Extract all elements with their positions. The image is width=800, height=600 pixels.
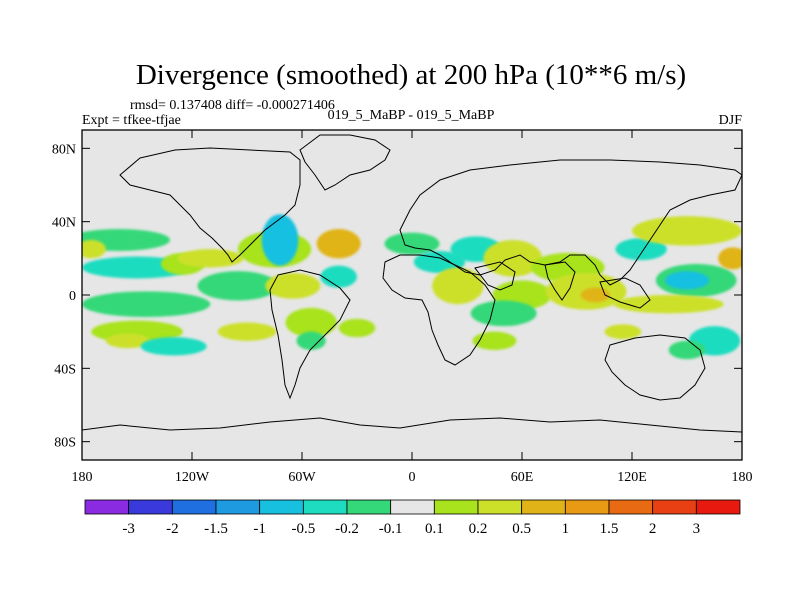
colorbar-box-14: [695, 499, 741, 515]
colorbar-box-0: [84, 499, 130, 515]
field-patch-33: [665, 271, 709, 290]
chart-title: Divergence (smoothed) at 200 hPa (10**6 …: [136, 59, 686, 91]
colorbar-box-11: [564, 499, 610, 515]
field-patch-21: [432, 267, 484, 305]
field-patch-15: [217, 322, 277, 341]
colorbar-label-7: 0.1: [425, 521, 444, 537]
map-background: [82, 130, 742, 460]
coastline-north-america: [119, 147, 301, 263]
field-patch-16: [316, 229, 361, 259]
field-patch-19: [384, 232, 440, 255]
field-patch-7: [140, 337, 207, 356]
colorbar-box-8: [433, 499, 479, 515]
field-patch-4: [82, 291, 211, 317]
stats-label: rmsd= 0.137408 diff= -0.000271406: [130, 98, 335, 113]
y-tick-label-4: 80S: [54, 436, 76, 451]
colorbar-box-2: [171, 499, 217, 515]
coastline-australia: [604, 334, 706, 401]
colorbar-label-10: 1: [562, 521, 570, 537]
field-patch-37: [604, 324, 642, 339]
coastline-greenland: [299, 134, 391, 191]
field-patch-13: [285, 307, 337, 338]
field-patch-11: [261, 214, 299, 266]
coastline-arabia: [474, 261, 516, 291]
x-tick-label-2: 60W: [288, 470, 316, 485]
colorbar-box-10: [521, 499, 566, 515]
field-patch-29: [580, 287, 610, 303]
coastline-eurasia: [399, 159, 742, 286]
coastline-india: [544, 261, 576, 301]
colorbar-label-4: -0.5: [291, 521, 315, 537]
y-tick-label-3: 40S: [54, 362, 76, 377]
colorbar-label-5: -0.2: [335, 521, 359, 537]
colorbar-label-2: -1.5: [204, 521, 228, 537]
field-patch-12: [265, 273, 321, 299]
field-patch-14: [296, 331, 326, 351]
x-tick-label-0: 180: [72, 470, 93, 485]
y-tick-label-2: 0: [69, 289, 76, 304]
x-tick-label-3: 0: [409, 470, 416, 485]
field-patch-9: [197, 271, 279, 301]
experiment-label: Expt = tfkee-tfjae: [82, 113, 181, 128]
field-patch-36: [668, 340, 706, 360]
divergence-field: [82, 214, 742, 360]
x-tick-label-4: 60E: [511, 470, 534, 485]
coastline-antarctica: [82, 417, 742, 460]
colorbar-box-9: [477, 499, 523, 515]
field-patch-31: [632, 216, 742, 246]
colorbar-box-1: [128, 499, 173, 515]
x-tick-label-6: 180: [732, 470, 753, 485]
field-patch-38: [718, 247, 742, 270]
colorbar-label-12: 2: [649, 521, 657, 537]
colorbar-label-6: -0.1: [379, 521, 403, 537]
colorbar: -3 -2 -1.5 -1 -0.5 -0.2 -0.1 0.1 0.2 0.5 1 1.5 2 3: [84, 499, 741, 537]
colorbar-box-5: [302, 499, 348, 515]
colorbar-label-8: 0.2: [469, 521, 488, 537]
colorbar-box-12: [608, 499, 654, 515]
colorbar-box-7: [390, 499, 435, 515]
field-patch-18: [338, 318, 376, 338]
field-patch-17: [320, 265, 357, 288]
axes: 180 120W 60W 0 60E 120E 180 80N 40N 0 40S 80S: [52, 130, 753, 485]
coastline-south-america: [269, 269, 351, 400]
x-tick-label-5: 120E: [617, 470, 647, 485]
colorbar-box-3: [215, 499, 261, 515]
y-tick-label-1: 40N: [52, 216, 76, 231]
coastline-maritime-continent: [599, 277, 651, 309]
coastline-africa: [382, 254, 496, 366]
colorbar-label-0: -3: [122, 521, 135, 537]
field-patch-6: [105, 333, 150, 349]
case-label: 019_5_MaBP - 019_5_MaBP: [328, 108, 495, 123]
y-tick-label-0: 80N: [52, 142, 76, 157]
field-patch-8: [177, 249, 244, 268]
field-patch-25: [470, 300, 537, 327]
x-tick-label-1: 120W: [175, 470, 210, 485]
colorbar-label-3: -1: [253, 521, 266, 537]
colorbar-label-1: -2: [166, 521, 179, 537]
field-patch-1: [82, 240, 106, 259]
field-patch-30: [615, 238, 667, 261]
colorbar-box-4: [259, 499, 304, 515]
season-label: DJF: [719, 113, 743, 128]
field-patch-34: [613, 295, 724, 314]
field-patch-26: [472, 331, 517, 351]
colorbar-label-9: 0.5: [512, 521, 531, 537]
coastlines: [82, 134, 742, 460]
colorbar-box-6: [346, 499, 392, 515]
colorbar-box-13: [652, 499, 697, 515]
colorbar-label-13: 3: [693, 521, 701, 537]
colorbar-label-11: 1.5: [600, 521, 619, 537]
